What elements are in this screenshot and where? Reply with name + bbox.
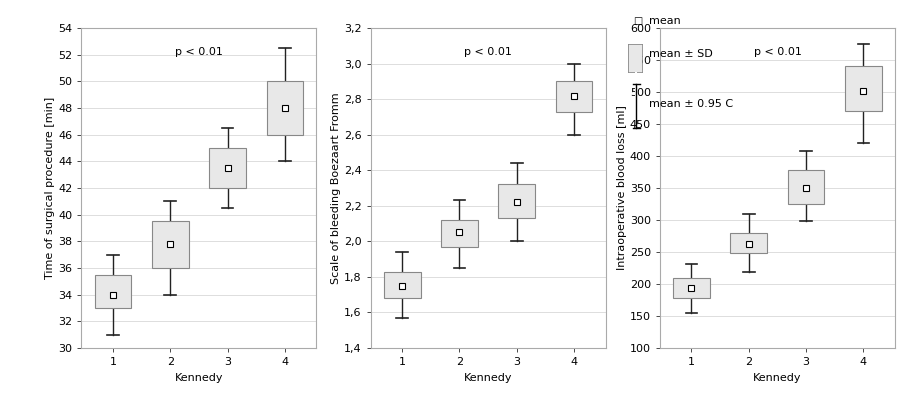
Bar — [384, 272, 420, 298]
Text: p < 0.01: p < 0.01 — [464, 47, 511, 57]
Bar — [441, 220, 478, 247]
X-axis label: Kennedy: Kennedy — [463, 372, 512, 382]
Text: p < 0.01: p < 0.01 — [175, 47, 222, 57]
Text: p < 0.01: p < 0.01 — [753, 47, 800, 57]
Text: □: □ — [632, 16, 641, 26]
Bar — [266, 81, 303, 135]
Text: mean ± 0.95 C: mean ± 0.95 C — [648, 99, 732, 109]
Y-axis label: Scale of bleeding Boezaart Fromm: Scale of bleeding Boezaart Fromm — [330, 92, 340, 284]
Bar — [555, 81, 591, 112]
Text: mean ± SD: mean ± SD — [648, 49, 712, 59]
Text: mean: mean — [648, 16, 680, 26]
Bar — [844, 66, 880, 111]
Y-axis label: Time of surgical procedure [min]: Time of surgical procedure [min] — [45, 97, 55, 279]
Bar — [498, 184, 535, 218]
X-axis label: Kennedy: Kennedy — [174, 372, 223, 382]
Bar — [787, 170, 824, 204]
X-axis label: Kennedy: Kennedy — [752, 372, 801, 382]
Y-axis label: Intraoperative blood loss [ml]: Intraoperative blood loss [ml] — [617, 106, 627, 270]
Bar — [152, 221, 189, 268]
Bar — [95, 275, 131, 308]
Bar — [209, 148, 246, 188]
Bar — [673, 278, 709, 298]
Bar — [730, 233, 767, 253]
